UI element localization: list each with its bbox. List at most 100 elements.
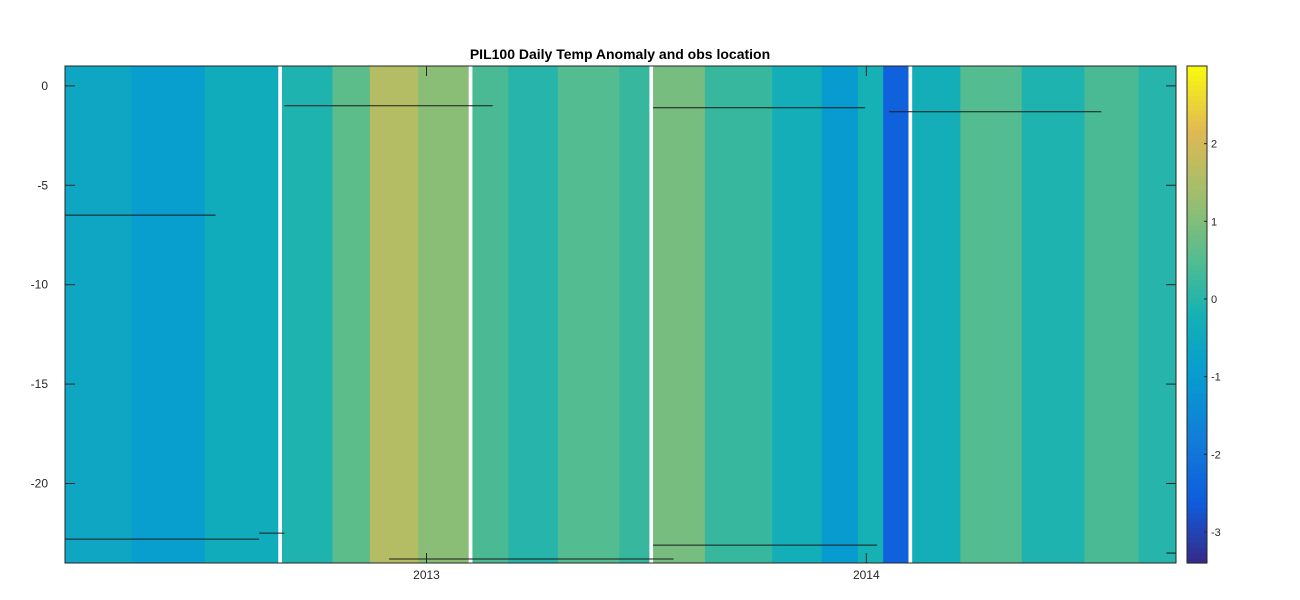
y-axis: 0 -5 -10 -15 -20 xyxy=(31,79,1176,490)
colorbar-swatch xyxy=(1187,115,1207,122)
anomaly-segment xyxy=(472,66,509,563)
colorbar-swatch xyxy=(1187,553,1207,559)
colorbar-swatch xyxy=(1187,533,1207,539)
colorbar-swatch xyxy=(1187,384,1207,390)
colorbar-swatch xyxy=(1187,274,1207,281)
colorbar-swatch xyxy=(1187,150,1207,157)
colorbar-swatch xyxy=(1187,299,1207,306)
anomaly-segment xyxy=(508,66,559,563)
colorbar-swatch xyxy=(1187,85,1207,92)
colorbar-swatch xyxy=(1187,205,1207,211)
colorbar-swatch xyxy=(1187,369,1207,375)
colorbar-swatch xyxy=(1187,215,1207,221)
colorbar-frame xyxy=(1186,65,1208,564)
colorbar-swatch xyxy=(1187,448,1207,455)
data-gap xyxy=(649,66,654,563)
colorbar-tick-label: 2 xyxy=(1211,139,1217,151)
colorbar-swatch xyxy=(1187,249,1207,256)
colorbar-swatch xyxy=(1187,483,1207,490)
colorbar-swatch xyxy=(1187,170,1207,176)
colorbar-swatch xyxy=(1187,513,1207,519)
anomaly-segment xyxy=(1084,66,1140,563)
colorbar-swatch xyxy=(1187,314,1207,321)
colorbar-swatch xyxy=(1187,389,1207,395)
colorbar-swatch xyxy=(1187,135,1207,142)
colorbar-swatch xyxy=(1187,324,1207,331)
colorbar-swatch xyxy=(1187,538,1207,544)
colorbar-tick-label: 1 xyxy=(1211,216,1217,228)
colorbar-swatch xyxy=(1187,503,1207,509)
colorbar-swatch xyxy=(1187,110,1207,117)
colorbar-swatch xyxy=(1187,403,1207,410)
anomaly-segment xyxy=(332,66,371,563)
anomaly-segment xyxy=(1021,66,1085,563)
y-tick-label: -20 xyxy=(31,476,49,490)
colorbar-swatch xyxy=(1187,339,1207,345)
anomaly-segment xyxy=(883,66,909,563)
anomaly-segment xyxy=(281,66,334,563)
colorbar-swatch xyxy=(1187,398,1207,405)
colorbar-swatch xyxy=(1187,508,1207,514)
colorbar-swatch xyxy=(1187,185,1207,191)
x-axis: 2013 2014 xyxy=(413,66,880,582)
data-gap xyxy=(278,66,282,563)
colorbar-swatch xyxy=(1187,259,1207,266)
anomaly-segment xyxy=(857,66,884,563)
colorbar-swatch xyxy=(1187,105,1207,112)
colorbar-swatch xyxy=(1187,344,1207,350)
colorbar-swatch xyxy=(1187,518,1207,524)
colorbar-swatch xyxy=(1187,294,1207,301)
colorbar-swatch xyxy=(1187,463,1207,470)
colorbar-tick-label: -1 xyxy=(1211,372,1221,384)
x-tick-label: 2013 xyxy=(413,568,440,582)
colorbar-swatch xyxy=(1187,210,1207,216)
colorbar-swatch xyxy=(1187,349,1207,355)
colorbar-swatch xyxy=(1187,458,1207,465)
colorbar-swatch xyxy=(1187,284,1207,291)
colorbar-swatch xyxy=(1187,528,1207,534)
colorbar-tick-label: -3 xyxy=(1211,527,1221,539)
colorbar-swatch xyxy=(1187,125,1207,132)
anomaly-segment xyxy=(704,66,773,563)
anomaly-segment xyxy=(821,66,859,563)
y-tick-label: 0 xyxy=(41,79,48,93)
data-gap xyxy=(468,66,473,563)
colorbar-swatch xyxy=(1187,200,1207,206)
y-tick-label: -15 xyxy=(31,377,49,391)
colorbar-swatch xyxy=(1187,309,1207,316)
colorbar-swatch xyxy=(1187,130,1207,137)
colorbar-swatch xyxy=(1187,364,1207,370)
y-tick-label: -10 xyxy=(31,278,49,292)
colorbar-swatch xyxy=(1187,254,1207,261)
anomaly-segment xyxy=(772,66,823,563)
colorbar-swatch xyxy=(1187,359,1207,365)
colorbar-swatch xyxy=(1187,145,1207,152)
colorbar-swatch xyxy=(1187,195,1207,201)
colorbar-swatch xyxy=(1187,438,1207,445)
anomaly-segment xyxy=(131,66,206,563)
colorbar-swatch xyxy=(1187,498,1207,504)
colorbar-swatch xyxy=(1187,523,1207,529)
colorbar-swatch xyxy=(1187,95,1207,102)
colorbar: 2 1 0 -1 -2 -3 xyxy=(1186,65,1221,564)
anomaly-segment xyxy=(619,66,650,563)
colorbar-swatch xyxy=(1187,423,1207,430)
colorbar-swatch xyxy=(1187,230,1207,236)
colorbar-swatch xyxy=(1187,120,1207,127)
anomaly-segment xyxy=(418,66,470,563)
colorbar-swatch xyxy=(1187,433,1207,440)
colorbar-swatch xyxy=(1187,468,1207,475)
colorbar-swatch xyxy=(1187,239,1207,246)
anomaly-segment xyxy=(557,66,620,563)
colorbar-swatch xyxy=(1187,160,1207,166)
colorbar-swatch xyxy=(1187,329,1207,335)
colorbar-swatch xyxy=(1187,418,1207,425)
chart-title: PIL100 Daily Temp Anomaly and obs locati… xyxy=(470,46,770,62)
colorbar-swatch xyxy=(1187,543,1207,549)
colorbar-swatch xyxy=(1187,70,1207,77)
anomaly-segment xyxy=(960,66,1023,563)
colorbar-swatch xyxy=(1187,379,1207,385)
heatmap-area xyxy=(65,66,1177,563)
anomaly-segment xyxy=(912,66,961,563)
